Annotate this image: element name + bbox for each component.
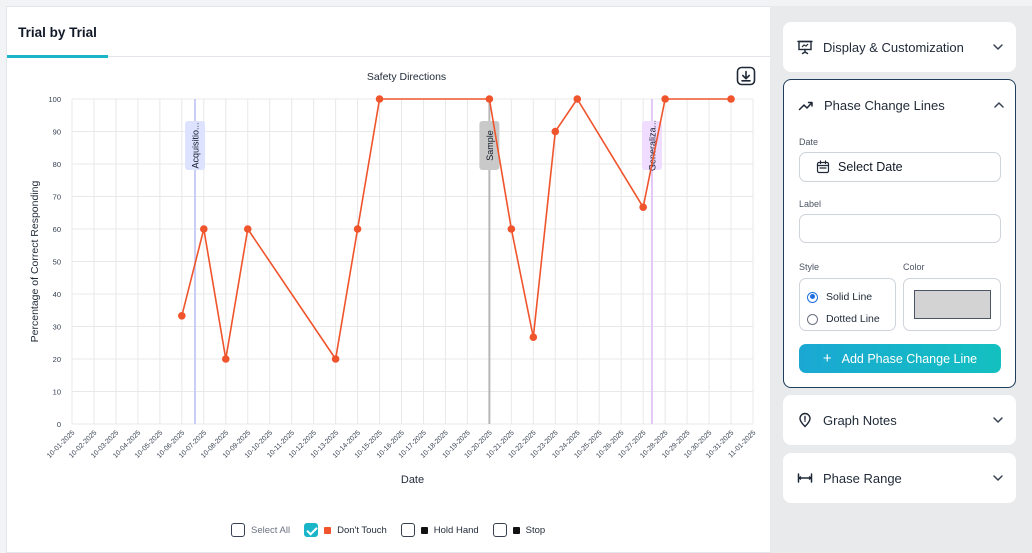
dotted-line-radio[interactable] (807, 313, 818, 325)
phase-label: Generaliza... (647, 120, 657, 171)
phase-change-lines-header[interactable]: Phase Change Lines (784, 80, 1017, 130)
date-picker[interactable]: Select Date (799, 152, 1001, 182)
data-point (485, 95, 494, 103)
card-title: Graph Notes (823, 412, 897, 428)
y-tick-label: 50 (53, 258, 61, 267)
plus-icon: + (822, 350, 832, 367)
y-tick-label: 80 (53, 160, 61, 169)
range-icon (797, 473, 813, 483)
data-point (639, 203, 647, 212)
legend-item-dont-touch[interactable]: Don't Touch (304, 523, 387, 537)
data-point (551, 127, 560, 136)
y-tick-label: 70 (53, 193, 61, 202)
y-axis-label: Percentage of Correct Responding (29, 181, 41, 343)
presentation-icon (797, 40, 813, 55)
data-point (661, 95, 669, 103)
date-placeholder: Select Date (838, 160, 903, 174)
y-tick-label: 30 (53, 323, 61, 332)
data-point (727, 95, 735, 103)
card-title: Phase Change Lines (824, 97, 945, 113)
solid-line-option[interactable]: Solid Line (807, 291, 872, 303)
legend-swatch (420, 526, 428, 534)
add-phase-change-line-button[interactable]: + Add Phase Change Line (799, 344, 1001, 373)
chevron-down-icon (993, 417, 1003, 423)
phase-change-lines-card: Phase Change Lines Date Select Date Labe… (783, 79, 1016, 388)
settings-sidebar: Display & Customization Phase Change Lin… (770, 6, 1032, 553)
chevron-down-icon (993, 44, 1003, 50)
download-icon[interactable] (736, 66, 756, 86)
data-point (507, 225, 516, 233)
phase-label: Sample (485, 130, 495, 161)
data-point (353, 225, 362, 233)
y-tick-label: 10 (53, 388, 61, 397)
color-picker[interactable] (903, 278, 1001, 331)
legend-item-stop[interactable]: Stop (492, 523, 546, 537)
legend-swatch (324, 526, 332, 534)
legend-label: Don't Touch (337, 524, 387, 536)
legend-select-all[interactable]: Select All (231, 523, 290, 537)
data-point (221, 355, 230, 363)
card-title: Display & Customization (823, 39, 964, 55)
location-pin-icon (799, 412, 811, 428)
phase-range-card: Phase Range (783, 453, 1016, 503)
legend-item-hold-hand[interactable]: Hold Hand (400, 523, 479, 537)
calendar-icon (816, 160, 830, 174)
chevron-down-icon (993, 475, 1003, 481)
add-button-label: Add Phase Change Line (841, 351, 978, 366)
y-tick-label: 0 (57, 420, 61, 429)
data-point (573, 95, 582, 103)
data-point (529, 333, 538, 342)
style-label: Style (799, 262, 820, 272)
select-all-checkbox[interactable] (231, 523, 245, 537)
hold-hand-checkbox[interactable] (400, 523, 415, 537)
phase-range-header[interactable]: Phase Range (783, 453, 1016, 503)
label-label: Label (799, 199, 822, 209)
x-axis-label: Date (401, 474, 424, 486)
phase-label: Acquisitio... (191, 122, 201, 168)
dont-touch-checkbox[interactable] (304, 523, 319, 537)
color-label: Color (903, 262, 925, 272)
y-tick-label: 20 (53, 355, 61, 364)
label-input[interactable] (799, 214, 1001, 243)
legend-swatch (512, 526, 520, 534)
graph-panel: Trial by Trial Safety Directions 0 10 20 30 4… (6, 6, 771, 553)
y-tick-label: 90 (53, 128, 61, 137)
data-point (375, 95, 384, 103)
y-tick-label: 40 (53, 290, 61, 299)
chart-legend: Select All Don't Touch Hold Hand Stop (231, 523, 559, 537)
data-point (200, 225, 208, 233)
solid-line-radio[interactable] (807, 291, 818, 303)
graph-notes-header[interactable]: Graph Notes (783, 395, 1016, 445)
display-customization-card: Display & Customization (783, 22, 1016, 72)
chart-title: Safety Directions (367, 71, 446, 83)
legend-label: Stop (525, 524, 546, 536)
chart: Safety Directions01020304050607080901001… (29, 71, 757, 486)
y-tick-label: 100 (48, 95, 61, 104)
stop-checkbox[interactable] (492, 523, 507, 537)
data-point (331, 355, 340, 363)
phase-label-box (185, 121, 206, 170)
select-all-label: Select All (251, 524, 291, 536)
tab-trial-by-trial[interactable]: Trial by Trial (7, 7, 108, 58)
date-label: Date (799, 137, 819, 147)
data-point (178, 311, 186, 320)
dotted-line-option[interactable]: Dotted Line (807, 313, 880, 325)
card-title: Phase Range (823, 470, 902, 486)
solid-line-label: Solid Line (826, 291, 873, 303)
legend-label: Hold Hand (433, 524, 479, 536)
display-customization-header[interactable]: Display & Customization (783, 22, 1016, 72)
phase-label-box (641, 121, 662, 170)
line-style-group: Solid Line Dotted Line (799, 278, 896, 331)
tab-bar: Trial by Trial (7, 7, 771, 58)
trend-icon (798, 101, 813, 111)
dotted-line-label: Dotted Line (826, 313, 880, 325)
color-swatch[interactable] (914, 290, 991, 319)
chevron-up-icon (994, 102, 1004, 108)
y-tick-label: 60 (53, 225, 61, 234)
data-point (243, 225, 252, 233)
graph-notes-card: Graph Notes (783, 395, 1016, 445)
